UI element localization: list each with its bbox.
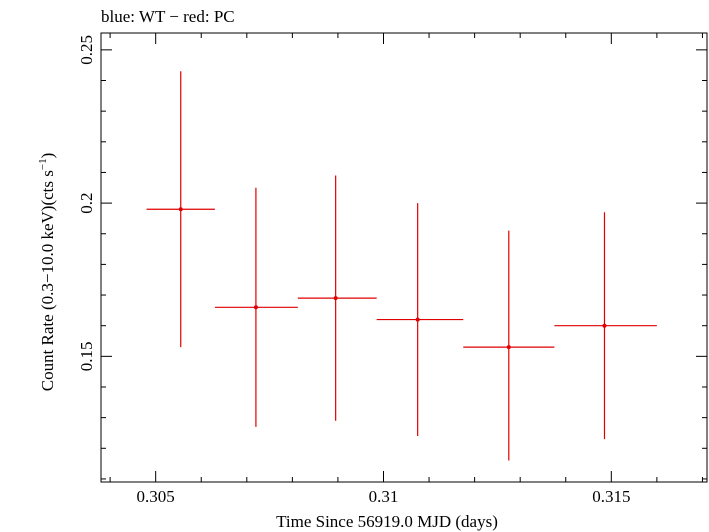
y-axis-label-exponent: −1 [37, 158, 49, 170]
y-tick-label: 0.25 [77, 35, 96, 65]
axis-ticks [101, 33, 707, 482]
y-tick-label: 0.2 [77, 192, 96, 213]
y-axis-label-close: ) [38, 153, 57, 159]
x-axis-label: Time Since 56919.0 MJD (days) [276, 512, 498, 531]
data-point [214, 187, 298, 427]
data-points [146, 71, 657, 461]
data-marker [602, 323, 607, 328]
data-point [554, 212, 657, 440]
data-marker [333, 296, 338, 301]
data-marker [506, 345, 511, 350]
data-marker [415, 317, 420, 322]
data-marker [178, 207, 183, 212]
data-point [463, 230, 555, 461]
plot-frame [100, 32, 708, 483]
x-tick-label: 0.315 [592, 487, 630, 506]
data-point [297, 175, 377, 421]
data-point [376, 203, 464, 437]
x-tick-label: 0.31 [369, 487, 399, 506]
data-marker [253, 305, 258, 310]
chart-title: blue: WT − red: PC [101, 7, 235, 26]
y-tick-label: 0.15 [77, 341, 96, 371]
x-tick-labels: 0.305 0.31 0.315 [137, 487, 631, 506]
x-tick-label: 0.305 [137, 487, 175, 506]
y-axis-label-main: Count Rate (0.3−10.0 keV)(cts s [38, 170, 57, 391]
y-tick-labels: 0.15 0.2 0.25 [77, 35, 96, 371]
data-point [146, 71, 215, 348]
y-axis-label: Count Rate (0.3−10.0 keV)(cts s−1) [37, 153, 57, 392]
